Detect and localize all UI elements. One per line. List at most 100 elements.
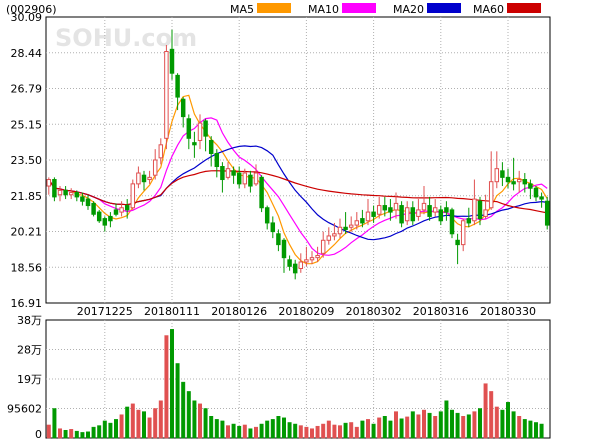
volume-bar [97, 425, 102, 439]
candle-body [410, 207, 416, 222]
volume-bar [371, 423, 376, 439]
volume-bar [354, 426, 359, 439]
candle-body [124, 205, 130, 211]
volume-bar [539, 423, 544, 439]
candle-body [382, 205, 388, 211]
volume-bar [332, 424, 337, 439]
candle-body [225, 168, 231, 178]
volume-bar [108, 422, 113, 439]
volume-bar [438, 411, 443, 439]
legend-swatch-ma10 [342, 3, 376, 13]
ma-line-ma10 [48, 117, 548, 256]
volume-bar [388, 420, 393, 439]
volume-bar [270, 419, 275, 439]
volume-bar [399, 418, 404, 439]
candle-body [186, 118, 192, 139]
candle-body [393, 202, 399, 211]
candle-body [287, 259, 292, 267]
candle-body [74, 192, 80, 198]
watermark: SOHU.com [55, 24, 197, 52]
volume-bar [147, 417, 152, 439]
volume-bar [58, 428, 62, 439]
volume-bar [377, 417, 382, 439]
price-tick-label: 18.56 [11, 261, 43, 274]
candle-body [416, 209, 421, 217]
candle-body [208, 139, 214, 154]
price-tick-label: 26.79 [11, 83, 43, 96]
ma-legend: MA5 MA10 MA20 MA60 [230, 3, 541, 16]
candle-body [52, 179, 57, 198]
volume-bar [80, 432, 85, 439]
volume-bar [186, 391, 191, 439]
volume-bars [46, 329, 544, 439]
volume-tick-label: 0 [35, 428, 42, 440]
candle-body [281, 239, 287, 259]
candle-body [147, 176, 152, 181]
volume-bar [69, 429, 74, 439]
candle-body [304, 259, 309, 263]
volume-bar [472, 411, 477, 439]
candle-body [309, 257, 315, 261]
candle-body [57, 189, 63, 196]
candle-body [432, 207, 438, 213]
volume-bar [220, 420, 225, 439]
candle-body [158, 144, 164, 159]
price-tick-label: 20.21 [11, 226, 43, 239]
volume-bar [265, 420, 270, 439]
volume-bar [119, 414, 124, 439]
candle-body [46, 179, 52, 187]
price-tick-label: 30.09 [11, 11, 43, 24]
candle-body [343, 226, 348, 230]
candle-body [236, 172, 242, 185]
volume-tick-label: 95602 [7, 403, 42, 416]
volume-axis: 38万 28万 19万 95602 0 [7, 314, 42, 440]
volume-tick-label: 38万 [17, 314, 42, 327]
candle-body [320, 239, 326, 254]
legend-label-ma60: MA60 [473, 3, 504, 16]
volume-tick-label: 19万 [17, 373, 42, 386]
volume-bar [360, 420, 365, 439]
volume-bar [86, 431, 90, 439]
candle-body [488, 181, 494, 209]
candle-body [108, 215, 113, 222]
volume-bar [282, 417, 286, 439]
candle-body [544, 200, 550, 226]
price-tick-label: 28.44 [11, 47, 43, 60]
legend-label-ma5: MA5 [230, 3, 254, 16]
volume-bar [142, 411, 146, 439]
volume-bar [164, 335, 169, 439]
volume-bar [422, 409, 426, 439]
candle-body [242, 172, 248, 185]
volume-bar [175, 363, 180, 439]
candle-body [292, 263, 298, 274]
candle-body [113, 209, 119, 215]
date-tick-label: 20180302 [346, 305, 402, 318]
candle-body [192, 142, 197, 146]
volume-bar [410, 411, 415, 439]
volume-bar [74, 430, 79, 439]
date-tick-label: 20171225 [77, 305, 133, 318]
grid-lines [46, 17, 550, 438]
volume-bar [315, 425, 320, 439]
candle-body [248, 174, 253, 187]
volume-bar [153, 408, 158, 439]
ma-line-ma5 [48, 94, 548, 265]
candle-body [472, 198, 477, 222]
volume-bar [226, 425, 230, 439]
candle-body [264, 207, 270, 224]
candle-body [102, 218, 108, 226]
candle-body [96, 211, 102, 222]
candle-body [68, 192, 74, 196]
candle-body [231, 170, 236, 176]
candle-body [354, 220, 360, 226]
candle-body [85, 198, 91, 207]
volume-bar [304, 426, 309, 439]
candle-body [438, 209, 444, 222]
candle-body [152, 159, 158, 176]
volume-bar [450, 409, 454, 439]
volume-bar [522, 419, 527, 439]
candle-body [533, 187, 539, 198]
candle-body [119, 207, 124, 213]
volume-bar [455, 412, 460, 439]
